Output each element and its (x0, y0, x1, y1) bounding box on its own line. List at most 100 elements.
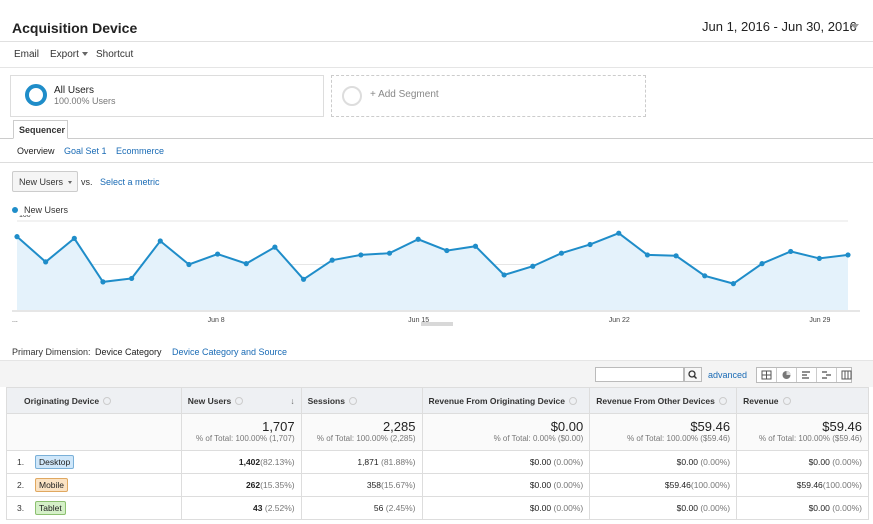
cell-revenue: $59.46(100.00%) (736, 473, 869, 497)
col-revenue[interactable]: Revenue (736, 387, 869, 414)
data-point (788, 248, 794, 255)
cell-device: 3. Tablet (6, 496, 182, 520)
date-range-picker[interactable]: Jun 1, 2016 - Jun 30, 2016 (697, 14, 863, 36)
data-point (186, 261, 192, 268)
add-segment-button[interactable] (331, 75, 646, 117)
col-label: New Users (187, 395, 232, 406)
segment-ring-icon (25, 84, 47, 106)
table-row: 1. Desktop 1,402(82.13%) 1,871 (81.88%) $… (6, 450, 869, 474)
subnav-overview[interactable]: Overview (17, 146, 55, 156)
col-label: Revenue (743, 395, 779, 406)
data-point (845, 252, 851, 258)
totals-rev-orig: $0.00% of Total: 0.00% ($0.00) (421, 413, 591, 451)
legend-dot-icon (12, 207, 18, 213)
table-view-button[interactable] (757, 368, 777, 382)
total-value: $0.00 (550, 419, 584, 434)
data-table: Originating Device New Users ↓ Sessions R… (6, 387, 869, 520)
device-link-tablet[interactable]: Tablet (35, 501, 66, 515)
cell-value: $0.00 (808, 503, 830, 513)
data-point (358, 252, 364, 258)
cell-percent: (0.00%) (832, 457, 862, 467)
export-button[interactable]: Export (50, 49, 88, 60)
cell-value: $59.46 (796, 480, 823, 490)
data-point (386, 250, 393, 256)
col-new-users[interactable]: New Users ↓ (180, 387, 302, 414)
cell-percent: (0.00%) (553, 457, 584, 467)
device-link-desktop[interactable]: Desktop (35, 455, 75, 469)
cell-percent: (15.67%) (381, 480, 416, 490)
totals-new-users: 1,707% of Total: 100.00% (1,707) (180, 413, 302, 451)
help-icon (782, 397, 791, 406)
metric-select[interactable]: New Users (12, 171, 78, 192)
email-button[interactable]: Email (14, 49, 40, 60)
subnav-divider (0, 162, 873, 163)
select-metric-link[interactable]: Select a metric (100, 177, 160, 187)
page-title: Acquisition Device (12, 20, 138, 36)
x-tick-label: ... (12, 317, 18, 324)
data-point (272, 244, 278, 250)
cell-percent: (81.88%) (381, 457, 416, 467)
segment-all-users[interactable] (10, 75, 324, 117)
search-button[interactable] (684, 367, 702, 382)
col-sessions[interactable]: Sessions (300, 387, 423, 414)
cell-value: $0.00 (676, 457, 698, 467)
totals-rev-other: $59.46% of Total: 100.00% ($59.46) (589, 413, 738, 451)
total-value: $59.46 (690, 419, 731, 434)
table-header-row: Originating Device New Users ↓ Sessions R… (6, 387, 869, 414)
help-icon (103, 397, 112, 406)
col-originating-device[interactable]: Originating Device (6, 387, 182, 414)
export-label: Export (50, 49, 79, 60)
data-point (329, 257, 335, 263)
col-revenue-originating[interactable]: Revenue From Originating Device (421, 387, 591, 414)
cell-sessions: 358(15.67%) (300, 473, 423, 497)
data-point (43, 259, 49, 265)
total-value: 1,707 (262, 419, 295, 434)
x-tick-label: Jun 8 (208, 317, 225, 324)
legend-label: New Users (24, 205, 69, 215)
cell-new-users: 43 (2.52%) (180, 496, 302, 520)
empty-segment-ring-icon (342, 86, 362, 106)
performance-view-button[interactable] (797, 368, 817, 382)
pie-view-button[interactable] (777, 368, 797, 382)
comparison-view-button[interactable] (817, 368, 837, 382)
subnav-ecommerce[interactable]: Ecommerce (116, 146, 165, 156)
col-label: Revenue From Other Devices (596, 395, 715, 406)
col-label: Revenue From Originating Device (428, 395, 566, 406)
pivot-view-button[interactable] (837, 368, 856, 382)
cell-revenue: $0.00 (0.00%) (736, 496, 869, 520)
device-link-mobile[interactable]: Mobile (35, 478, 69, 492)
vs-label: vs. (81, 177, 93, 187)
col-label: Originating Device (24, 395, 100, 406)
cell-percent: (0.00%) (553, 503, 584, 513)
cell-value: 1,871 (357, 457, 379, 467)
advanced-filter-link[interactable]: advanced (708, 370, 748, 380)
metric-select-label: New Users (19, 177, 64, 187)
area-fill (17, 233, 848, 310)
col-revenue-other[interactable]: Revenue From Other Devices (589, 387, 738, 414)
data-point (129, 275, 135, 282)
chevron-down-icon (68, 181, 72, 184)
total-value: 2,285 (382, 419, 416, 434)
cell-percent: (0.00%) (553, 480, 584, 490)
x-tick-label: Jun 29 (809, 317, 830, 324)
row-number: 2. (17, 480, 25, 490)
primary-dimension-device-category[interactable]: Device Category (95, 347, 162, 357)
cell-value: $0.00 (529, 503, 552, 513)
total-subtext: % of Total: 100.00% (2,285) (316, 434, 416, 443)
x-tick-label: Jun 15 (408, 317, 429, 324)
cell-value: $0.00 (808, 457, 830, 467)
cell-value: 1,402 (238, 457, 261, 467)
cell-percent: (15.35%) (260, 480, 295, 490)
shortcut-button[interactable]: Shortcut (96, 49, 134, 60)
cell-device: 2. Mobile (6, 473, 182, 497)
page-header (0, 0, 873, 42)
cell-value: $59.46 (664, 480, 691, 490)
subnav-goal-set[interactable]: Goal Set 1 (64, 146, 107, 156)
cell-value: $0.00 (529, 457, 552, 467)
primary-dimension-device-source[interactable]: Device Category and Source (172, 347, 288, 357)
cell-value: $0.00 (676, 503, 698, 513)
table-search-input[interactable] (595, 367, 684, 382)
primary-dimension-label: Primary Dimension: (12, 347, 91, 357)
tab-sequencer[interactable]: Sequencer (13, 120, 68, 139)
